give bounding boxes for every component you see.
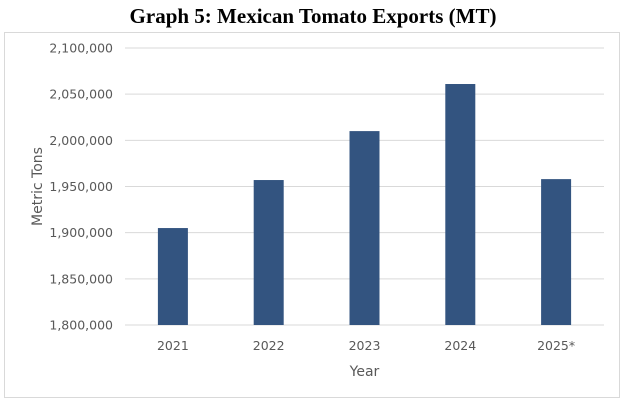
x-tick-label: 2024 — [444, 338, 476, 353]
y-tick-label: 2,000,000 — [49, 133, 113, 148]
y-tick-labels: 1,800,000 1,850,000 1,900,000 1,950,000 2,00… — [49, 41, 113, 333]
chart-title: Graph 5: Mexican Tomato Exports (MT) — [129, 4, 497, 28]
x-tick-label: 2023 — [349, 338, 381, 353]
bar-2025 — [541, 179, 572, 325]
y-tick-label: 1,950,000 — [49, 179, 113, 194]
y-tick-label: 2,100,000 — [49, 41, 113, 56]
x-tick-label: 2022 — [253, 338, 285, 353]
y-tick-label: 1,850,000 — [49, 271, 113, 286]
bar-2021 — [157, 228, 188, 325]
bar-2022 — [253, 180, 284, 325]
y-tick-label: 2,050,000 — [49, 87, 113, 102]
chart-frame — [4, 32, 620, 398]
y-axis-label: Metric Tons — [30, 147, 46, 226]
x-axis-label: Year — [349, 364, 380, 380]
bar-2023 — [349, 131, 380, 325]
x-tick-labels: 2021 2022 2023 2024 2025* — [157, 338, 575, 353]
bars — [157, 84, 572, 325]
y-tick-label: 1,800,000 — [49, 318, 113, 333]
bar-2024 — [445, 84, 476, 325]
x-tick-label: 2021 — [157, 338, 189, 353]
y-tick-label: 1,900,000 — [49, 225, 113, 240]
x-tick-label: 2025* — [537, 338, 575, 353]
